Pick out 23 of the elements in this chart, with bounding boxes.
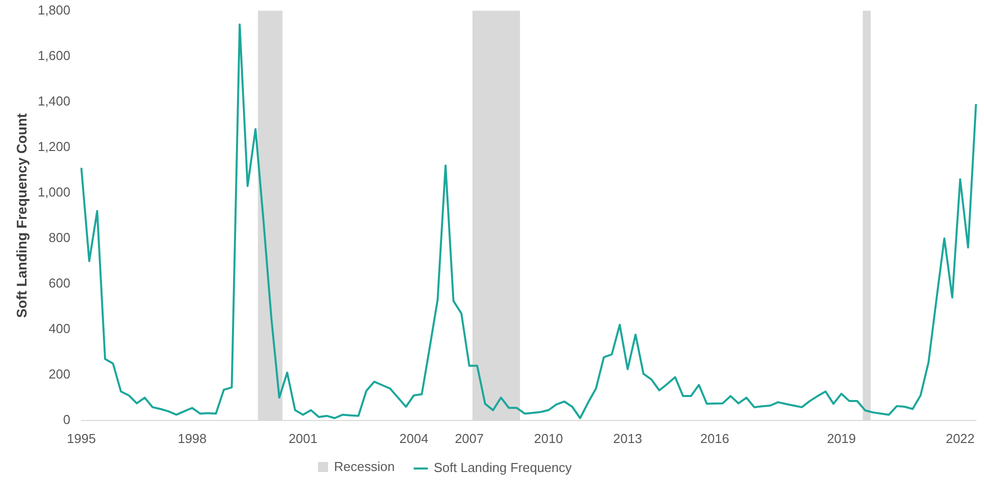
x-tick-label: 1995 [66,430,96,446]
legend-label: Soft Landing Frequency [434,460,572,476]
y-axis-title: Soft Landing Frequency Count [13,112,30,318]
y-tick-label: 600 [48,275,70,290]
x-tick-label: 2019 [826,430,856,446]
y-tick-label: 800 [48,230,70,245]
x-tick-label: 2013 [613,430,642,446]
y-tick-label: 1,200 [38,138,70,154]
y-tick-label: 1,400 [38,93,70,108]
y-tick-label: 1,600 [38,48,70,63]
x-tick-label: 2022 [946,430,975,446]
x-tick-label: 2004 [399,430,428,446]
y-tick-label: 200 [48,366,70,382]
x-tick-label: 2001 [288,430,318,446]
x-tick-label: 2007 [454,430,484,446]
y-tick-label: 1,000 [38,184,70,200]
x-tick-label: 2016 [700,430,730,446]
y-tick-label: 1,800 [38,2,70,18]
x-tick-label: 1998 [178,430,207,446]
y-tick-label: 0 [63,412,70,427]
x-tick-label: 2010 [534,430,563,446]
y-tick-label: 400 [48,320,70,336]
text: Recession [334,459,395,474]
